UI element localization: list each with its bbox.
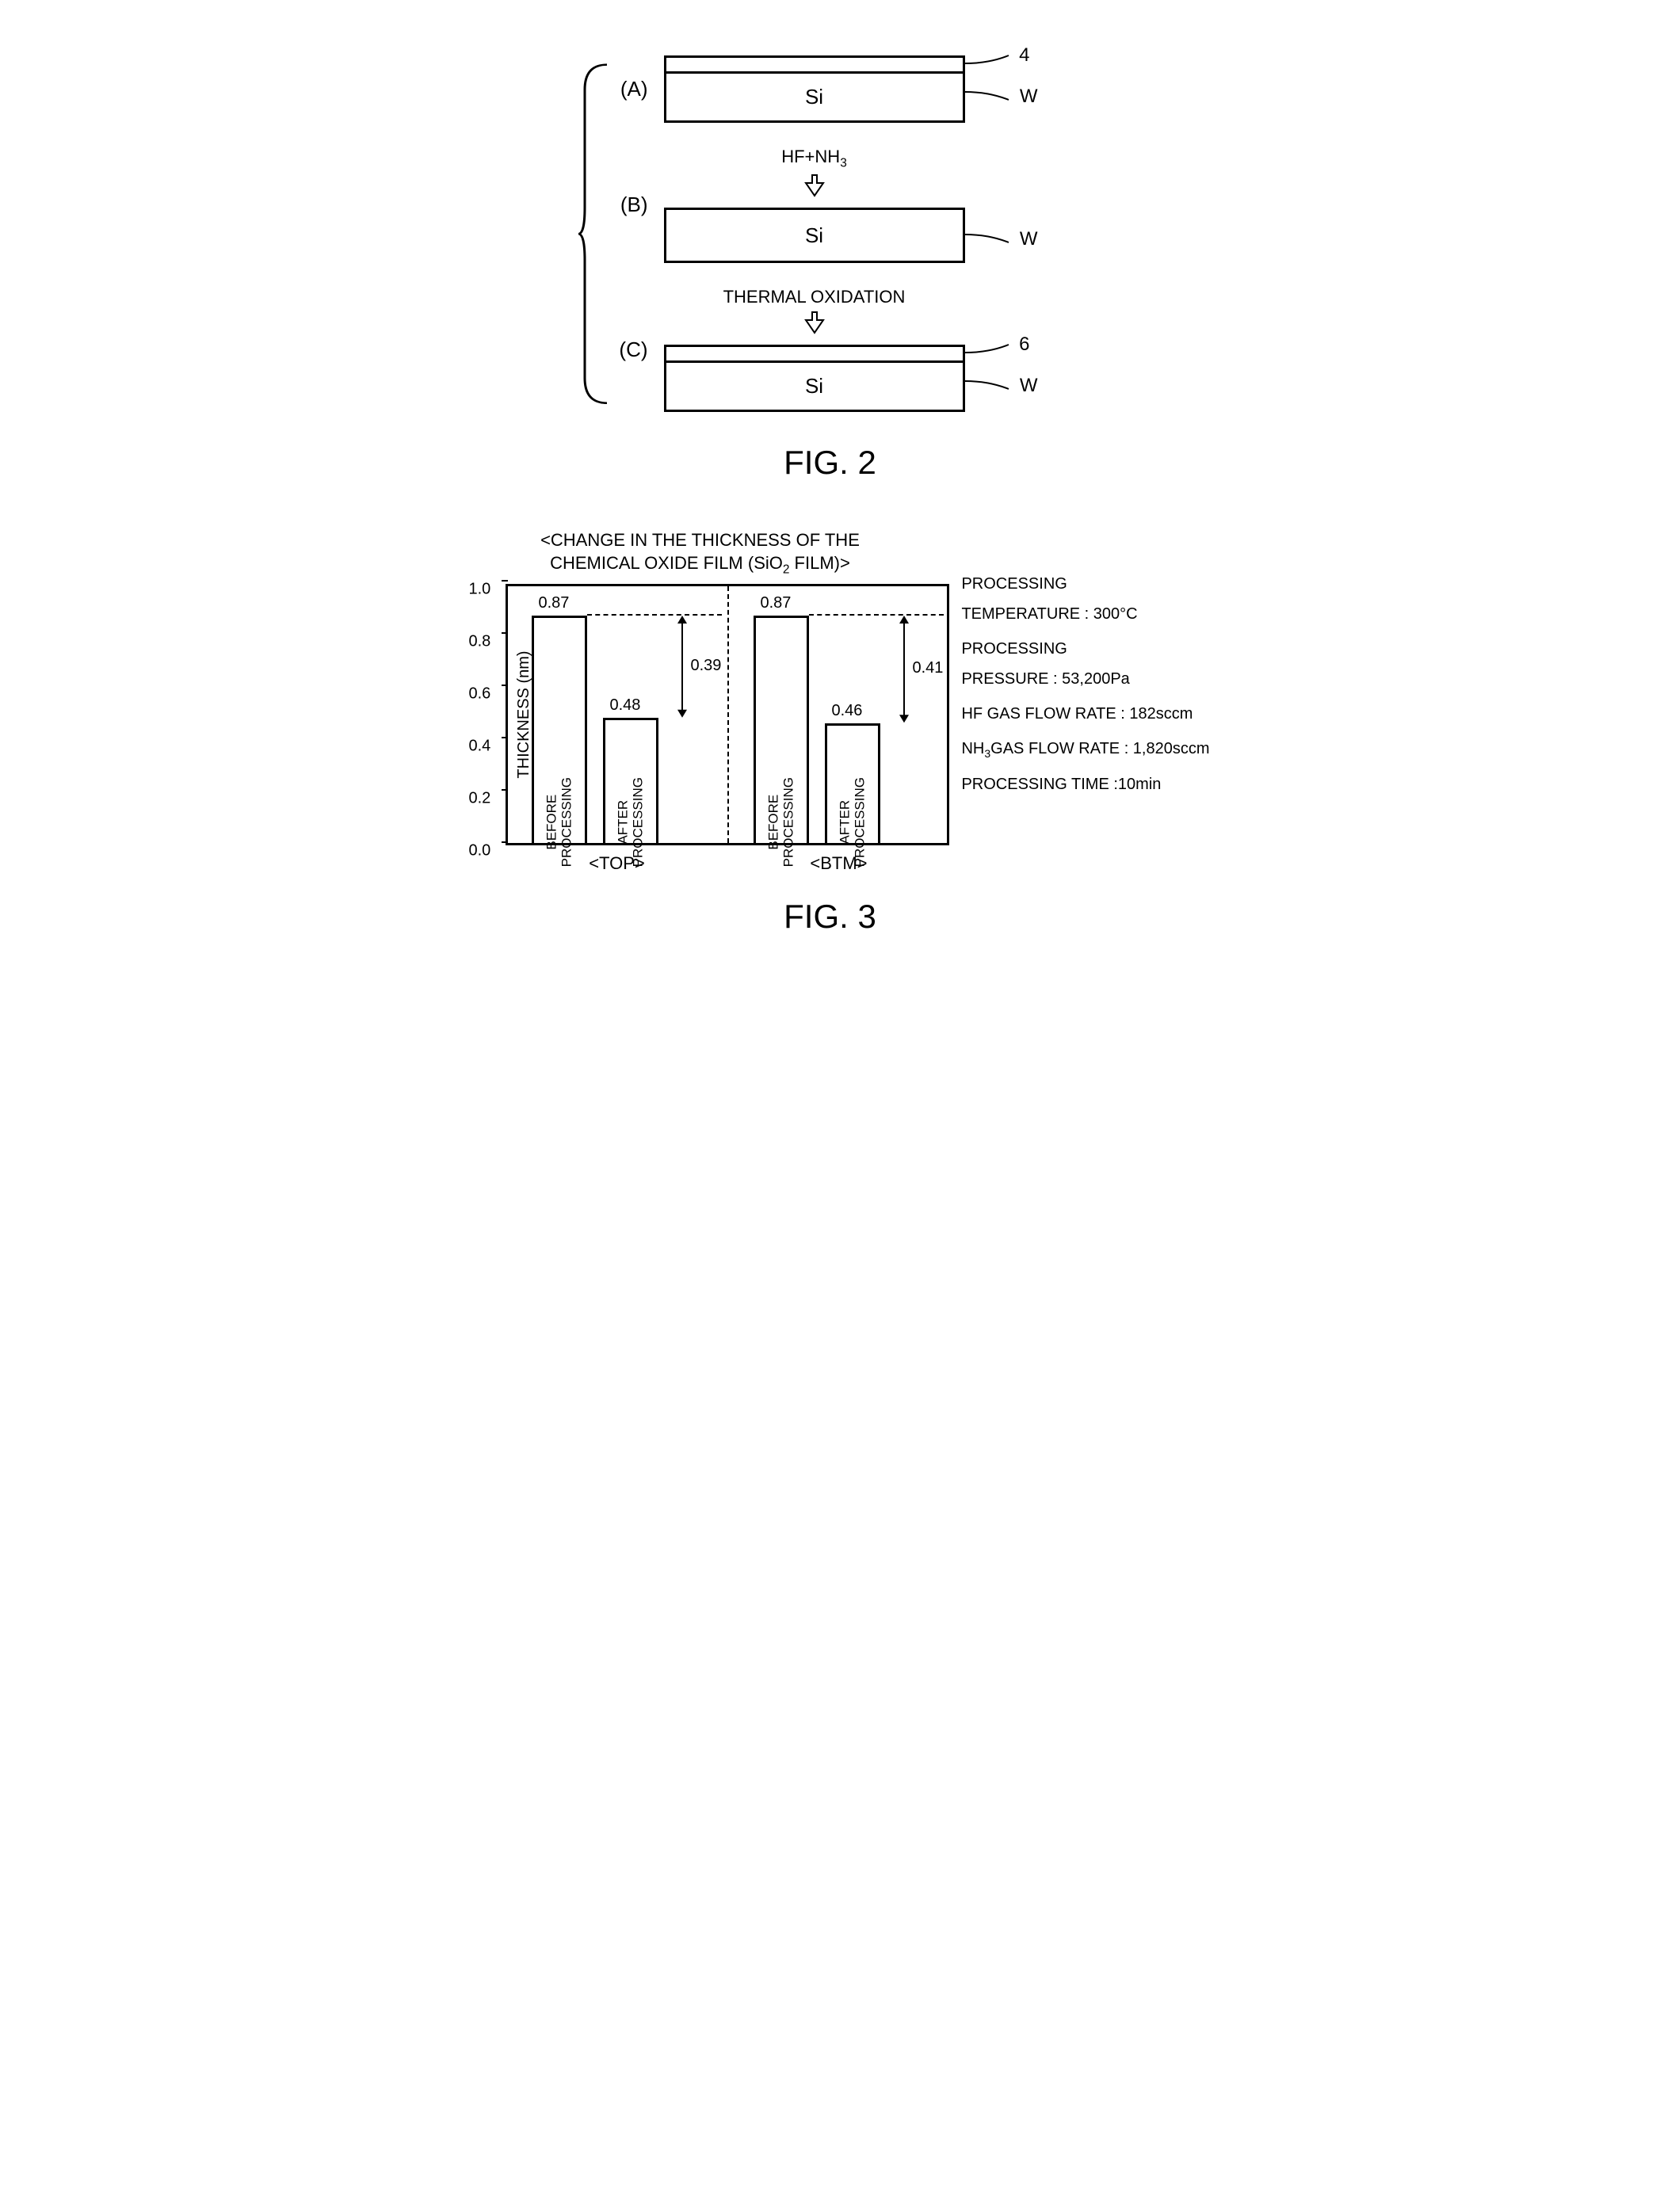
cond-nh3: NH3GAS FLOW RATE : 1,820sccm: [961, 734, 1209, 765]
arrow-down-icon: [803, 311, 826, 338]
y-tick-label: 0.0: [468, 842, 490, 860]
bar-label: BEFOREPROCESSING: [767, 777, 796, 867]
row-c-top-layer: [664, 345, 965, 360]
bar-before: BEFOREPROCESSING: [532, 616, 587, 843]
row-b-label: (B): [616, 193, 664, 217]
reference-dash: [809, 614, 944, 616]
fig3-title-line2: CHEMICAL OXIDE FILM (SiO: [550, 553, 783, 573]
cond-press1: PROCESSING: [961, 634, 1209, 664]
diff-label: 0.39: [690, 657, 721, 675]
y-tick-mark: [502, 841, 508, 843]
bar-before: BEFOREPROCESSING: [754, 616, 809, 843]
y-tick-mark: [502, 580, 508, 582]
fig3-chart: THICKNESS (nm) BEFOREPROCESSINGAFTERPROC…: [506, 584, 949, 845]
y-tick-mark: [502, 632, 508, 634]
diff-label: 0.41: [912, 659, 943, 677]
y-tick-mark: [502, 685, 508, 686]
fig3-conditions: PROCESSING TEMPERATURE : 300°C PROCESSIN…: [961, 529, 1209, 799]
fig3-title-line1: <CHANGE IN THE THICKNESS OF THE: [540, 530, 860, 550]
y-tick-label: 0.6: [468, 685, 490, 704]
lead-line-icon: [965, 341, 1017, 357]
fig3-title: <CHANGE IN THE THICKNESS OF THE CHEMICAL…: [450, 529, 949, 578]
row-b-process: HF+NH3: [664, 147, 965, 201]
fig2-row-b: (B) HF+NH3 Si W: [616, 147, 1108, 263]
lead-line-icon: [965, 376, 1017, 392]
bar-after: AFTERPROCESSING: [603, 718, 658, 843]
y-tick-label: 1.0: [468, 581, 490, 599]
diff-arrow-icon: [896, 616, 912, 723]
fig3-chart-wrap: <CHANGE IN THE THICKNESS OF THE CHEMICAL…: [414, 529, 1246, 874]
reference-dash: [587, 614, 722, 616]
fig2-caption: FIG. 2: [414, 444, 1246, 482]
fig2-row-c: (C) THERMAL OXIDATION Si 6 W: [616, 287, 1108, 412]
row-b-substrate: Si: [664, 208, 965, 263]
row-c-process: THERMAL OXIDATION: [664, 287, 965, 338]
row-a-label: (A): [616, 77, 664, 101]
y-tick-label: 0.4: [468, 738, 490, 756]
lead-line-icon: [965, 87, 1017, 103]
value-label: 0.48: [609, 696, 640, 715]
row-b-process-sub: 3: [840, 156, 847, 170]
cond-press2: PRESSURE : 53,200Pa: [961, 664, 1209, 694]
fig3-caption: FIG. 3: [414, 898, 1246, 936]
fig3-title-tail: FILM)>: [789, 553, 849, 573]
row-c-substrate: Si: [664, 360, 965, 412]
row-a-top-lead: 4: [1019, 44, 1029, 67]
cond-temp2: TEMPERATURE : 300°C: [961, 599, 1209, 629]
value-label: 0.46: [831, 702, 862, 720]
row-c-bottom-lead: W: [1020, 375, 1038, 397]
y-tick-mark: [502, 789, 508, 791]
brace-bracket: [577, 63, 609, 404]
row-c-process-text: THERMAL OXIDATION: [664, 287, 965, 307]
row-a-bottom-lead: W: [1020, 86, 1038, 108]
cond-hf: HF GAS FLOW RATE : 182sccm: [961, 699, 1209, 729]
value-label: 0.87: [538, 594, 569, 612]
row-b-process-text: HF+NH: [781, 147, 840, 166]
row-a-substrate: Si: [664, 71, 965, 123]
lead-line-icon: [965, 52, 1017, 68]
cond-temp1: PROCESSING: [961, 569, 1209, 599]
row-b-bottom-lead: W: [1020, 228, 1038, 250]
fig2-row-a: (A) Si 4 W: [616, 55, 1108, 123]
lead-line-icon: [965, 230, 1017, 246]
bar-after: AFTERPROCESSING: [825, 723, 880, 844]
row-c-label: (C): [616, 338, 664, 362]
row-c-top-lead: 6: [1019, 334, 1029, 356]
bar-label: AFTERPROCESSING: [616, 777, 646, 867]
fig2-diagram: (A) Si 4 W (B) HF+NH3: [553, 55, 1108, 412]
cond-time: PROCESSING TIME :10min: [961, 769, 1209, 799]
diff-arrow-icon: [674, 616, 690, 718]
y-tick-label: 0.2: [468, 790, 490, 808]
y-tick-mark: [502, 737, 508, 738]
y-tick-label: 0.8: [468, 633, 490, 651]
arrow-down-icon: [803, 174, 826, 201]
bar-label: BEFOREPROCESSING: [545, 777, 574, 867]
row-a-top-layer: [664, 55, 965, 71]
bar-label: AFTERPROCESSING: [838, 777, 868, 867]
value-label: 0.87: [760, 594, 791, 612]
